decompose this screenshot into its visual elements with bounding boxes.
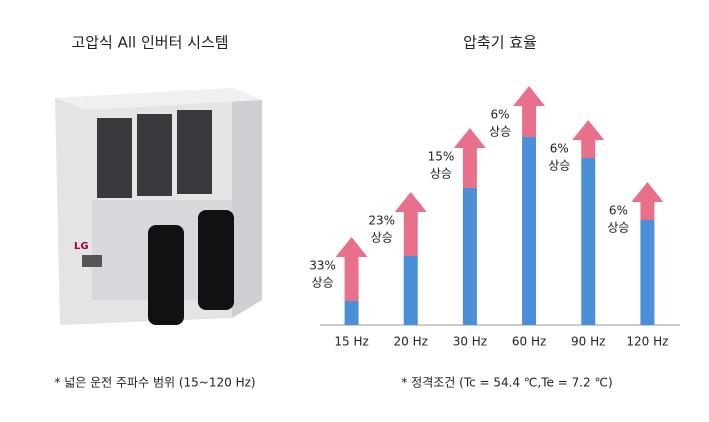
annotation-text: 상승 <box>312 276 334 290</box>
annotation-label: 6% <box>609 204 628 218</box>
increase-arrow <box>453 128 486 188</box>
bar <box>640 220 655 325</box>
annotation-text: 상승 <box>607 221 629 235</box>
chart-title: 압축기 효율 <box>463 34 537 52</box>
x-tick-label: 30 Hz <box>453 335 487 349</box>
product-title: 고압식 All 인버터 시스템 <box>71 34 228 52</box>
bar <box>522 137 537 325</box>
annotation-text: 상승 <box>430 167 452 181</box>
increase-arrow <box>572 120 605 158</box>
x-tick-label: 60 Hz <box>512 335 546 349</box>
increase-arrow <box>631 182 664 220</box>
annotation-label: 33% <box>309 259 336 273</box>
annotation-label: 23% <box>368 214 395 228</box>
annotation-text: 상승 <box>489 125 511 139</box>
bar <box>403 256 418 325</box>
x-tick-label: 90 Hz <box>571 335 605 349</box>
annotation-label: 15% <box>428 150 455 164</box>
x-tick-label: 20 Hz <box>394 335 428 349</box>
x-tick-label: 120 Hz <box>626 335 668 349</box>
annotation-text: 상승 <box>548 159 570 173</box>
bar <box>581 158 596 325</box>
annotation-label: 6% <box>491 108 510 122</box>
increase-arrow <box>513 86 546 137</box>
product-image <box>55 88 262 325</box>
bar <box>462 188 477 325</box>
annotation-label: 6% <box>550 142 569 156</box>
logo: LG <box>74 241 89 252</box>
footnote: * 정격조건 (Tc = 54.4 ℃,Te = 7.2 ℃) <box>401 376 612 390</box>
x-tick-label: 15 Hz <box>334 335 368 349</box>
bar <box>344 301 359 325</box>
annotation-text: 상승 <box>371 231 393 245</box>
increase-arrow <box>394 192 427 256</box>
product-caption: * 넓은 운전 주파수 범위 (15~120 Hz) <box>54 376 255 390</box>
increase-arrow <box>335 237 368 301</box>
